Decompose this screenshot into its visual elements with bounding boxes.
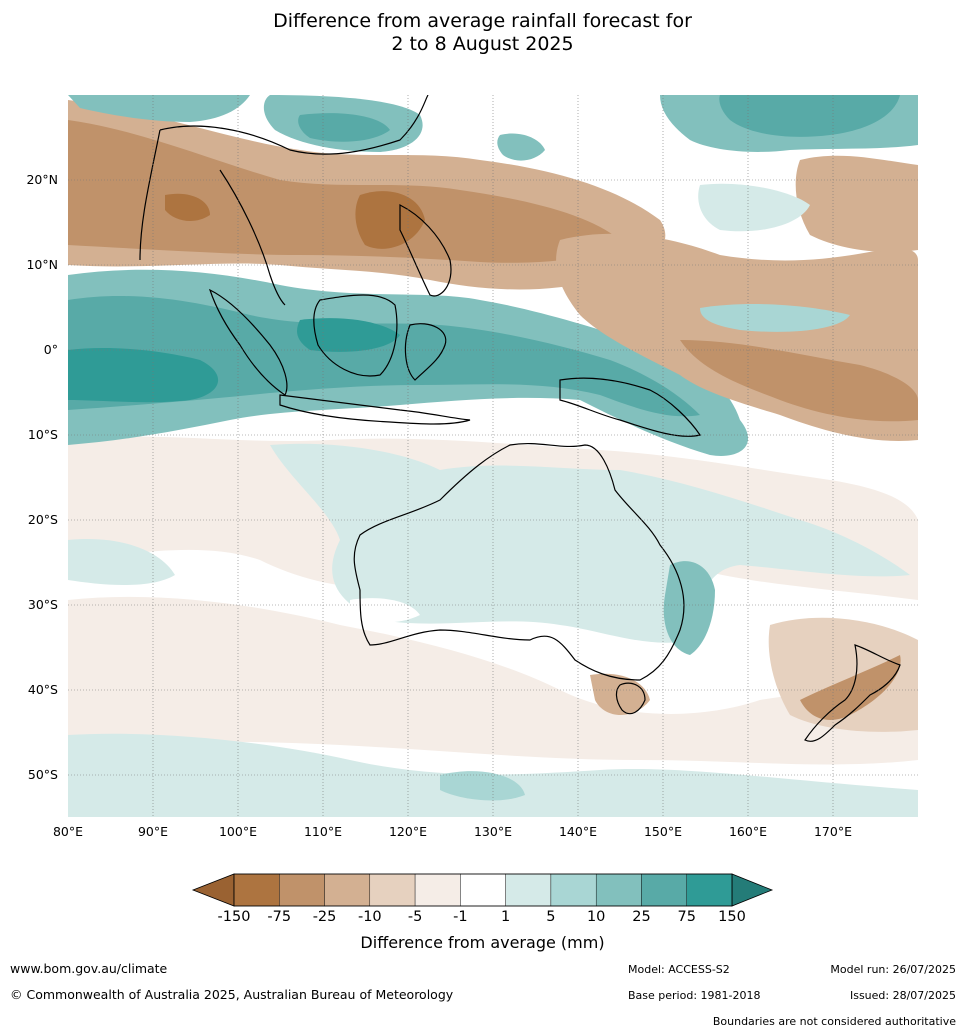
colorbar-title: Difference from average (mm) (0, 933, 965, 952)
issued-text: Issued: 28/07/2025 (850, 989, 956, 1002)
lon-tick-label: 150°E (644, 824, 682, 839)
colorbar-tick-label: 25 (632, 909, 650, 925)
copyright-text: © Commonwealth of Australia 2025, Austra… (10, 987, 453, 1002)
lon-tick-label: 140°E (559, 824, 597, 839)
lat-tick-label: 20°N (26, 172, 58, 187)
colorbar-tick-label: -150 (218, 909, 251, 925)
lon-tick-label: 120°E (389, 824, 427, 839)
model-run-text: Model run: 26/07/2025 (830, 963, 956, 976)
boundaries-disclaimer: Boundaries are not considered authoritat… (713, 1015, 956, 1028)
lon-tick-label: 170°E (814, 824, 852, 839)
colorbar-swatch (279, 874, 324, 906)
colorbar-swatch (687, 874, 732, 906)
colorbar-tick-label: 1 (501, 909, 510, 925)
lat-tick-label: 30°S (28, 597, 58, 612)
colorbar-tick-label: -25 (313, 909, 337, 925)
colorbar-tick-label: -1 (453, 909, 467, 925)
colorbar-swatch (460, 874, 505, 906)
lat-tick-label: 10°S (28, 427, 58, 442)
lat-tick-labels: 20°N 10°N 0° 10°S 20°S 30°S 40°S 50°S (26, 172, 58, 782)
colorbar-right-extension (732, 874, 772, 906)
lon-tick-label: 90°E (138, 824, 168, 839)
colorbar-tick-label: 10 (587, 909, 605, 925)
lon-tick-label: 100°E (219, 824, 257, 839)
colorbar-swatch (234, 874, 279, 906)
lon-tick-label: 110°E (304, 824, 342, 839)
lon-tick-label: 160°E (729, 824, 767, 839)
model-text: Model: ACCESS-S2 (628, 963, 730, 976)
lat-tick-label: 10°N (26, 257, 58, 272)
colorbar-swatch (506, 874, 551, 906)
colorbar-swatch (325, 874, 370, 906)
lat-tick-label: 0° (44, 342, 58, 357)
colorbar-left-extension (193, 874, 234, 906)
colorbar-tick-label: -75 (267, 909, 291, 925)
colorbar-swatch (641, 874, 686, 906)
colorbar-swatch (415, 874, 460, 906)
colorbar-tick-label: 150 (718, 909, 746, 925)
colorbar-swatch (596, 874, 641, 906)
rainfall-map: 80°E 90°E 100°E 110°E 120°E 130°E 140°E … (0, 0, 965, 1035)
colorbar-swatch (551, 874, 596, 906)
colorbar-swatch (370, 874, 415, 906)
lon-tick-labels: 80°E 90°E 100°E 110°E 120°E 130°E 140°E … (53, 824, 852, 839)
lat-tick-label: 50°S (28, 767, 58, 782)
colorbar-tick-label: -10 (358, 909, 382, 925)
colorbar-tick-label: 5 (546, 909, 555, 925)
colorbar-tick-label: 75 (678, 909, 696, 925)
lon-tick-label: 130°E (474, 824, 512, 839)
lat-tick-label: 40°S (28, 682, 58, 697)
base-period-text: Base period: 1981-2018 (628, 989, 760, 1002)
map-area (68, 95, 918, 817)
lon-tick-label: 80°E (53, 824, 83, 839)
lat-tick-label: 20°S (28, 512, 58, 527)
colorbar-tick-label: -5 (408, 909, 422, 925)
colorbar: -150 -75 -25 -10 -5 -1 1 5 10 25 75 150 (193, 874, 772, 925)
website-text: www.bom.gov.au/climate (10, 961, 167, 976)
